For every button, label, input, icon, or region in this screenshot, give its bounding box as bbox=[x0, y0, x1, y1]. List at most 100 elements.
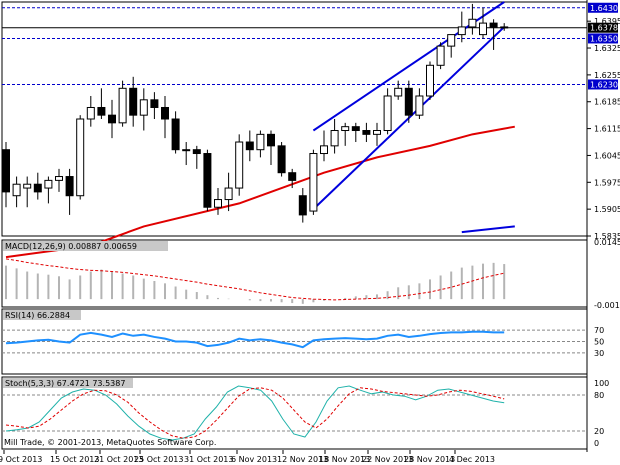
candle-body bbox=[2, 149, 10, 193]
x-tick-label: 25 Oct 2013 bbox=[134, 455, 183, 464]
candle-body bbox=[118, 87, 127, 124]
price-level-label: 1.6378 bbox=[590, 24, 618, 33]
candle-body bbox=[86, 106, 95, 120]
x-tick-label: 18 Nov 2013 bbox=[319, 455, 370, 464]
y-tick-label: 1.6185 bbox=[594, 98, 620, 107]
candle-body bbox=[12, 183, 21, 197]
price-level-label: 1.6230 bbox=[590, 80, 618, 89]
channel-extra-line bbox=[461, 225, 515, 234]
price-level-tag bbox=[588, 33, 618, 44]
candle-body bbox=[108, 114, 116, 124]
candle-body bbox=[129, 87, 138, 116]
rsi-title: RSI(14) 66.2884 bbox=[5, 311, 70, 320]
candle-body bbox=[415, 95, 424, 116]
rsi-title-bg bbox=[3, 310, 81, 320]
macd-tick-label: -0.00145 bbox=[594, 301, 620, 310]
candle-body bbox=[182, 149, 191, 152]
stoch-title-bg bbox=[3, 378, 133, 388]
x-tick-label: 6 Nov 2013 bbox=[231, 455, 277, 464]
price-level-tag bbox=[588, 22, 618, 33]
x-tick-label: 28 Nov 2013 bbox=[404, 455, 455, 464]
candle-body bbox=[500, 26, 509, 29]
candle-body bbox=[468, 18, 477, 28]
stoch-main-line bbox=[5, 385, 505, 441]
price-level-tag bbox=[588, 79, 618, 90]
candle-body bbox=[203, 153, 212, 208]
candle-body bbox=[171, 118, 180, 151]
stoch-tick-label: 80 bbox=[594, 391, 604, 400]
y-tick-label: 1.5835 bbox=[594, 232, 620, 241]
candle-body bbox=[426, 64, 434, 97]
rsi-tick-label: 70 bbox=[594, 326, 604, 335]
candle-body bbox=[97, 106, 106, 116]
candle-body bbox=[330, 130, 339, 147]
candle-body bbox=[65, 176, 74, 197]
stoch-signal-line bbox=[5, 387, 505, 439]
candle-body bbox=[394, 87, 403, 97]
candle-body bbox=[192, 149, 201, 155]
x-tick-label: 4 Dec 2013 bbox=[449, 455, 495, 464]
candle-body bbox=[44, 179, 53, 189]
candle-body bbox=[55, 176, 63, 181]
y-tick-label: 1.5975 bbox=[594, 178, 620, 187]
x-tick-label: 21 Oct 2013 bbox=[94, 455, 143, 464]
y-tick-label: 1.6255 bbox=[594, 71, 620, 80]
price-level-label: 1.6350 bbox=[590, 34, 618, 43]
candle-body bbox=[245, 141, 254, 151]
candle-body bbox=[161, 106, 169, 120]
price-level-label: 1.6430 bbox=[590, 4, 618, 13]
rsi-tick-label: 30 bbox=[594, 349, 604, 358]
candle-body bbox=[383, 95, 392, 132]
stoch-tick-label: 0 bbox=[594, 439, 599, 448]
rsi-tick-label: 50 bbox=[594, 338, 604, 347]
candle-body bbox=[351, 126, 360, 132]
candle-body bbox=[298, 195, 307, 216]
candle-body bbox=[489, 22, 498, 28]
macd-title-bg bbox=[3, 241, 168, 251]
candle-body bbox=[224, 187, 233, 201]
candle-body bbox=[288, 172, 297, 181]
y-tick-label: 1.5905 bbox=[594, 205, 620, 214]
candle-body bbox=[479, 22, 487, 36]
y-tick-label: 1.6115 bbox=[594, 125, 620, 134]
y-tick-label: 1.6395 bbox=[594, 17, 620, 26]
candle-body bbox=[373, 130, 381, 135]
moving-average-line bbox=[5, 125, 515, 259]
stoch-title: Stoch(5,3,3) 67.4721 73.5387 bbox=[5, 379, 125, 388]
rsi-line bbox=[5, 330, 505, 349]
candle-body bbox=[139, 99, 148, 116]
panel-frame-sto bbox=[1, 376, 588, 450]
stoch-tick-label: 100 bbox=[594, 379, 609, 388]
candle-body bbox=[436, 45, 445, 66]
candle-body bbox=[33, 183, 42, 193]
x-tick-label: 15 Oct 2013 bbox=[50, 455, 99, 464]
candle-body bbox=[341, 126, 350, 132]
stoch-tick-label: 20 bbox=[594, 427, 604, 436]
candle-body bbox=[362, 130, 371, 135]
x-tick-label: 12 Nov 2013 bbox=[277, 455, 328, 464]
candle-body bbox=[320, 145, 328, 155]
candle-body bbox=[23, 183, 32, 189]
candle-body bbox=[267, 133, 275, 147]
y-tick-label: 1.6045 bbox=[594, 151, 620, 160]
panel-frame-macd bbox=[1, 239, 588, 308]
price-level-tag bbox=[588, 2, 618, 13]
x-tick-label: 9 Oct 2013 bbox=[0, 455, 42, 464]
candle-body bbox=[256, 133, 265, 151]
x-tick-label: 22 Nov 2013 bbox=[362, 455, 413, 464]
macd-title: MACD(12,26,9) 0.00887 0.00659 bbox=[5, 242, 137, 251]
candle-body bbox=[447, 34, 456, 47]
candle-body bbox=[309, 153, 318, 212]
x-tick-label: 31 Oct 2013 bbox=[184, 455, 233, 464]
candle-body bbox=[457, 26, 466, 36]
candle-body bbox=[150, 99, 159, 108]
macd-signal-line bbox=[5, 258, 505, 301]
y-tick-label: 1.6325 bbox=[594, 44, 620, 53]
candle-body bbox=[277, 145, 286, 174]
candle-body bbox=[76, 118, 85, 197]
macd-tick-label: 0.01451 bbox=[594, 238, 620, 247]
candle-body bbox=[404, 87, 413, 116]
copyright-text: Mill Trade, © 2001-2013, MetaQuotes Soft… bbox=[4, 438, 217, 447]
